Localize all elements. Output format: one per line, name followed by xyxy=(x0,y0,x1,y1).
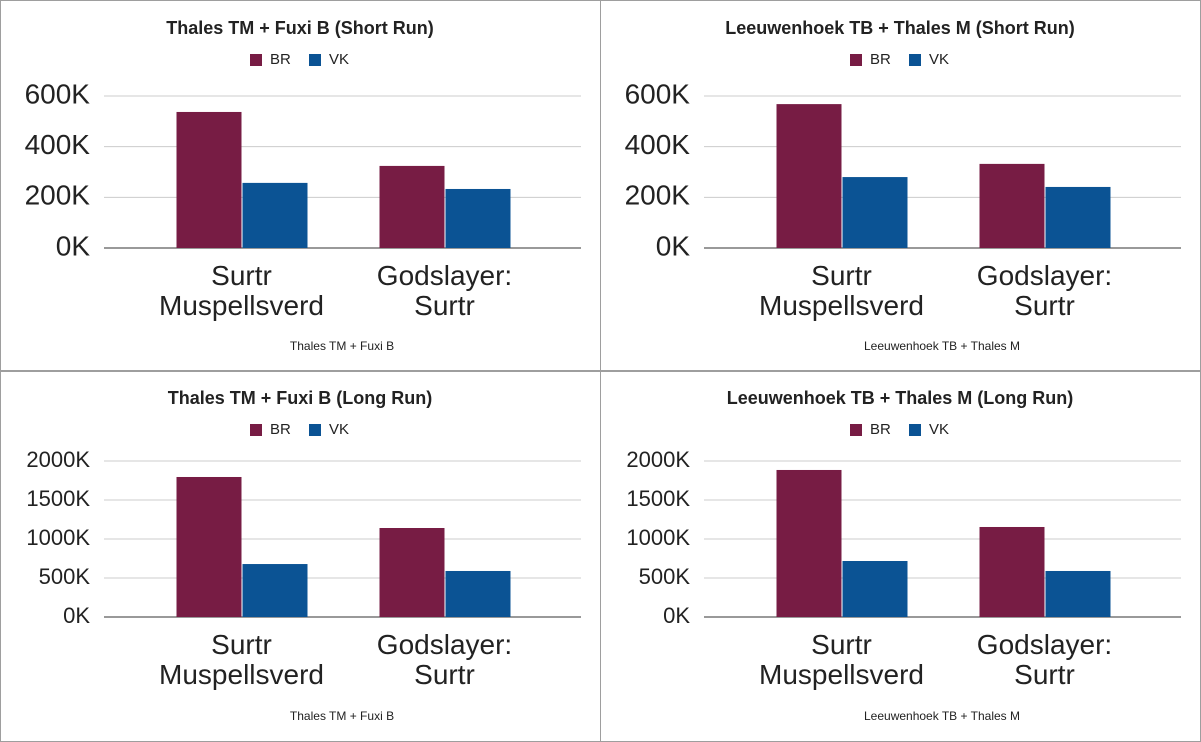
y-tick-label: 2000K xyxy=(626,447,690,472)
y-tick-label: 600K xyxy=(625,78,691,109)
x-tick-label: Surtr Muspellsverd xyxy=(759,629,924,690)
legend-label: VK xyxy=(329,51,349,68)
x-axis-title: Leeuwenhoek TB + Thales M xyxy=(864,339,1020,353)
x-tick-label: Surtr Muspellsverd xyxy=(759,260,924,321)
y-tick-label: 0K xyxy=(63,603,90,628)
y-tick-label: 1000K xyxy=(626,525,690,550)
y-tick-label: 1500K xyxy=(26,486,90,511)
x-tick-label: Godslayer: Surtr xyxy=(376,260,513,321)
bar xyxy=(842,560,908,617)
chart-title: Thales TM + Fuxi B (Long Run) xyxy=(168,388,433,408)
bar xyxy=(842,177,908,248)
x-tick-label: Godslayer: Surtr xyxy=(976,629,1113,690)
bar xyxy=(445,570,511,617)
legend-swatch xyxy=(850,54,862,66)
legend-swatch xyxy=(850,424,862,436)
bar xyxy=(979,163,1045,248)
y-tick-label: 200K xyxy=(625,180,691,211)
bar xyxy=(379,165,445,248)
bar xyxy=(776,104,842,249)
chart-title: Thales TM + Fuxi B (Short Run) xyxy=(166,18,434,38)
bar xyxy=(242,182,308,248)
y-tick-label: 200K xyxy=(25,180,91,211)
y-tick-label: 1000K xyxy=(26,525,90,550)
y-tick-label: 400K xyxy=(25,129,91,160)
y-tick-label: 1500K xyxy=(626,486,690,511)
x-tick-label: Godslayer: Surtr xyxy=(976,260,1113,321)
y-tick-label: 2000K xyxy=(26,447,90,472)
x-axis-title: Leeuwenhoek TB + Thales M xyxy=(864,709,1020,723)
bar xyxy=(1045,186,1111,248)
legend-swatch xyxy=(250,54,262,66)
legend-label: BR xyxy=(870,51,891,68)
legend-swatch xyxy=(309,424,321,436)
legend-swatch xyxy=(309,54,321,66)
legend-swatch xyxy=(909,54,921,66)
bar xyxy=(176,111,242,249)
y-tick-label: 0K xyxy=(56,230,91,261)
y-tick-label: 0K xyxy=(656,230,691,261)
legend-label: VK xyxy=(929,51,949,68)
chart-title: Leeuwenhoek TB + Thales M (Short Run) xyxy=(725,18,1075,38)
legend-label: BR xyxy=(270,51,291,68)
y-tick-label: 500K xyxy=(639,564,691,589)
legend-label: VK xyxy=(929,421,949,438)
y-tick-label: 600K xyxy=(25,78,91,109)
bar xyxy=(379,528,445,617)
legend-label: BR xyxy=(870,421,891,438)
y-tick-label: 500K xyxy=(39,564,91,589)
bar xyxy=(776,469,842,617)
legend-label: BR xyxy=(270,421,291,438)
x-tick-label: Surtr Muspellsverd xyxy=(159,260,324,321)
legend-swatch xyxy=(909,424,921,436)
x-axis-title: Thales TM + Fuxi B xyxy=(290,339,394,353)
y-tick-label: 0K xyxy=(663,603,690,628)
bar xyxy=(1045,570,1111,617)
x-axis-title: Thales TM + Fuxi B xyxy=(290,709,394,723)
legend-label: VK xyxy=(329,421,349,438)
bar xyxy=(242,564,308,617)
chart-title: Leeuwenhoek TB + Thales M (Long Run) xyxy=(727,388,1074,408)
legend-swatch xyxy=(250,424,262,436)
x-tick-label: Godslayer: Surtr xyxy=(376,629,513,690)
x-tick-label: Surtr Muspellsverd xyxy=(159,629,324,690)
bar xyxy=(979,526,1045,617)
y-tick-label: 400K xyxy=(625,129,691,160)
bar xyxy=(176,476,242,617)
bar xyxy=(445,188,511,248)
